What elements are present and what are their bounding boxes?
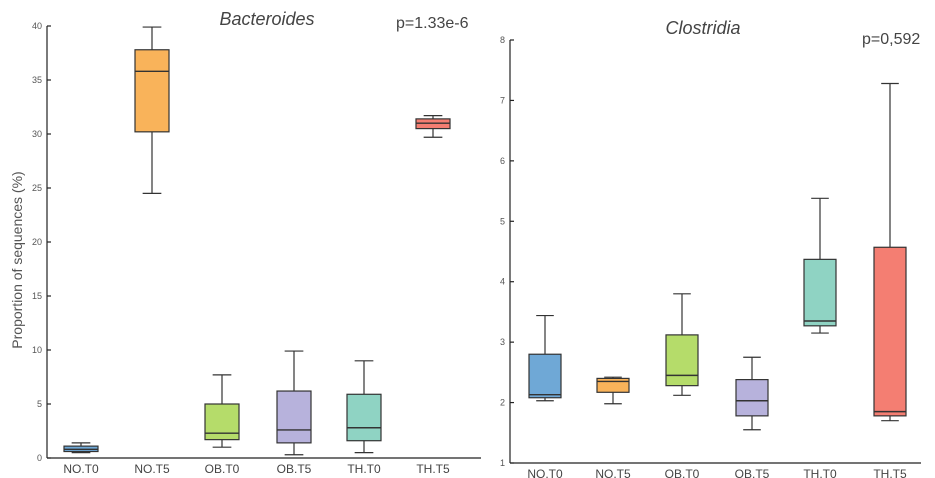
box-ob-t5 <box>276 350 312 456</box>
bacteroides-panel: 0 5 10 15 20 25 30 35 40 Bacteroides p=1.33e-6 Prop… <box>9 9 481 476</box>
y-tick-label: 3 <box>500 337 505 347</box>
iqr-box <box>276 390 312 444</box>
box-th-t5 <box>415 115 451 138</box>
x-tick-label: TH.T5 <box>873 467 907 478</box>
x-tick-label: OB.T5 <box>277 462 312 476</box>
iqr-box <box>346 393 382 442</box>
box-ob-t0 <box>665 293 699 396</box>
y-tick-label: 5 <box>500 216 505 226</box>
box-ob-t0 <box>204 374 240 448</box>
chart-title: Bacteroides <box>219 9 314 29</box>
y-tick-label: 2 <box>500 398 505 408</box>
iqr-box <box>134 49 170 133</box>
x-tick-label: NO.T0 <box>527 467 563 478</box>
y-tick-label: 25 <box>32 183 42 193</box>
y-tick-label: 35 <box>32 75 42 85</box>
iqr-box <box>204 403 240 441</box>
x-tick-label: NO.T0 <box>63 462 99 476</box>
p-value-annotation: p=0,592 <box>862 31 920 48</box>
iqr-box <box>528 353 562 399</box>
x-tick-label: TH.T0 <box>803 467 837 478</box>
x-tick-label: OB.T0 <box>665 467 700 478</box>
x-tick-label: NO.T5 <box>595 467 631 478</box>
y-tick-label: 10 <box>32 345 42 355</box>
iqr-box <box>873 246 907 417</box>
box-no-t5 <box>596 376 630 405</box>
y-tick-label: 0 <box>37 453 42 463</box>
box-no-t5 <box>134 26 170 194</box>
y-tick-label: 15 <box>32 291 42 301</box>
y-tick-label: 30 <box>32 129 42 139</box>
y-tick-label: 4 <box>500 277 505 287</box>
x-tick-label: OB.T0 <box>205 462 240 476</box>
chart-title: Clostridia <box>665 18 740 38</box>
iqr-box <box>735 379 769 417</box>
y-tick-label: 5 <box>37 399 42 409</box>
x-tick-label: NO.T5 <box>134 462 170 476</box>
y-tick-label: 8 <box>500 35 505 45</box>
x-tick-label: TH.T5 <box>416 462 450 476</box>
box-no-t0 <box>528 314 562 402</box>
y-axis-label: Proportion of sequences (%) <box>9 171 25 348</box>
p-value-annotation: p=1.33e-6 <box>396 15 469 32</box>
box-ob-t5 <box>735 356 769 431</box>
y-tick-label: 1 <box>500 458 505 468</box>
y-tick-label: 20 <box>32 237 42 247</box>
iqr-box <box>596 377 630 393</box>
y-tick-label: 6 <box>500 156 505 166</box>
x-tick-label: TH.T0 <box>347 462 381 476</box>
box-th-t0 <box>346 360 382 454</box>
x-tick-label: OB.T5 <box>735 467 770 478</box>
box-th-t5 <box>873 82 907 422</box>
iqr-box <box>665 334 699 387</box>
clostridia-panel: 1 2 3 4 5 6 7 8 Clostridia p=0,592 NO.T0 NO.T5 OB.T0… <box>500 18 921 478</box>
box-no-t0 <box>63 442 99 454</box>
box-th-t0 <box>803 197 837 334</box>
iqr-box <box>803 258 837 327</box>
y-tick-label: 40 <box>32 21 42 31</box>
y-tick-label: 7 <box>500 95 505 105</box>
